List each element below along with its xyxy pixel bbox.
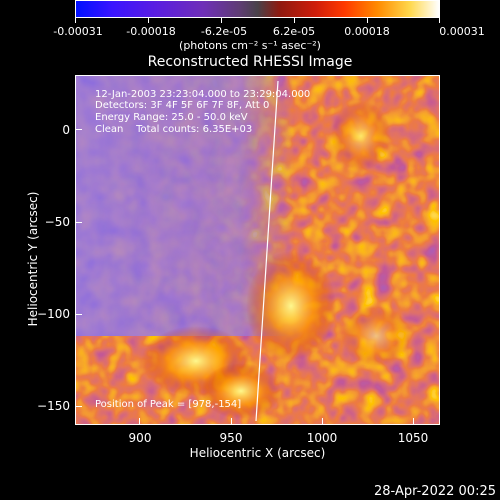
colorbar-tick-label: -0.00018: [126, 25, 176, 38]
y-axis-tick-label: −50: [44, 215, 70, 229]
solar-image: [76, 76, 439, 424]
y-axis-tick-label: −100: [37, 307, 70, 321]
x-axis-tick-label: 1050: [397, 431, 429, 445]
y-axis-label: Heliocentric Y (arcsec): [26, 191, 40, 327]
y-axis-tick: [75, 222, 82, 223]
x-axis-tick: [413, 418, 414, 425]
colorbar-tick-label: -0.00031: [53, 25, 103, 38]
timestamp: 28-Apr-2022 00:25: [374, 484, 496, 499]
bright-region: [331, 101, 391, 171]
bright-region: [246, 251, 336, 361]
bright-region: [341, 306, 411, 366]
colorbar-tick: [148, 17, 149, 23]
colorbar-tick-label: -6.2e-05: [200, 25, 248, 38]
detectors-annotation: Detectors: 3F 4F 5F 6F 7F 8F, Att 0: [95, 100, 270, 111]
y-axis-tick: [75, 129, 82, 130]
colorbar-tick-label: 0.00018: [344, 25, 390, 38]
colorbar-tick-label: 6.2e-05: [272, 25, 316, 38]
x-axis-label: Heliocentric X (arcsec): [189, 446, 326, 460]
energy-range-annotation: Energy Range: 25.0 - 50.0 keV: [95, 112, 248, 123]
y-axis-tick: [75, 406, 82, 407]
clean-counts-annotation: Clean Total counts: 6.35E+03: [95, 124, 253, 135]
colorbar-tick: [221, 17, 222, 23]
colorbar-tick: [294, 17, 295, 23]
image-plot-area: 12-Jan-2003 23:23:04.000 to 23:29:04.000…: [75, 75, 440, 425]
limb-line: [255, 80, 279, 422]
y-axis-tick: [75, 314, 82, 315]
x-axis-tick-label: 900: [128, 431, 152, 445]
plot-title: Reconstructed RHESSI Image: [147, 54, 353, 70]
colorbar-tick: [75, 17, 76, 23]
peak-position-annotation: Position of Peak = [978,-154]: [95, 399, 242, 410]
y-axis-tick-label: −150: [37, 399, 70, 413]
x-axis-tick-label: 1000: [306, 431, 338, 445]
colorbar-tick: [367, 17, 368, 23]
colorbar-tick-label: 0.00031: [439, 25, 485, 38]
colorbar: [75, 0, 440, 18]
y-axis-tick-label: 0: [62, 123, 70, 137]
time-range-annotation: 12-Jan-2003 23:23:04.000 to 23:29:04.000: [95, 89, 311, 100]
bright-region: [201, 363, 281, 419]
colorbar-units-label: (photons cm⁻² s⁻¹ asec⁻²): [179, 39, 321, 52]
colorbar-tick: [439, 17, 440, 23]
x-axis-tick: [139, 418, 140, 425]
x-axis-tick-label: 950: [219, 431, 243, 445]
x-axis-tick: [231, 418, 232, 425]
x-axis-tick: [322, 418, 323, 425]
